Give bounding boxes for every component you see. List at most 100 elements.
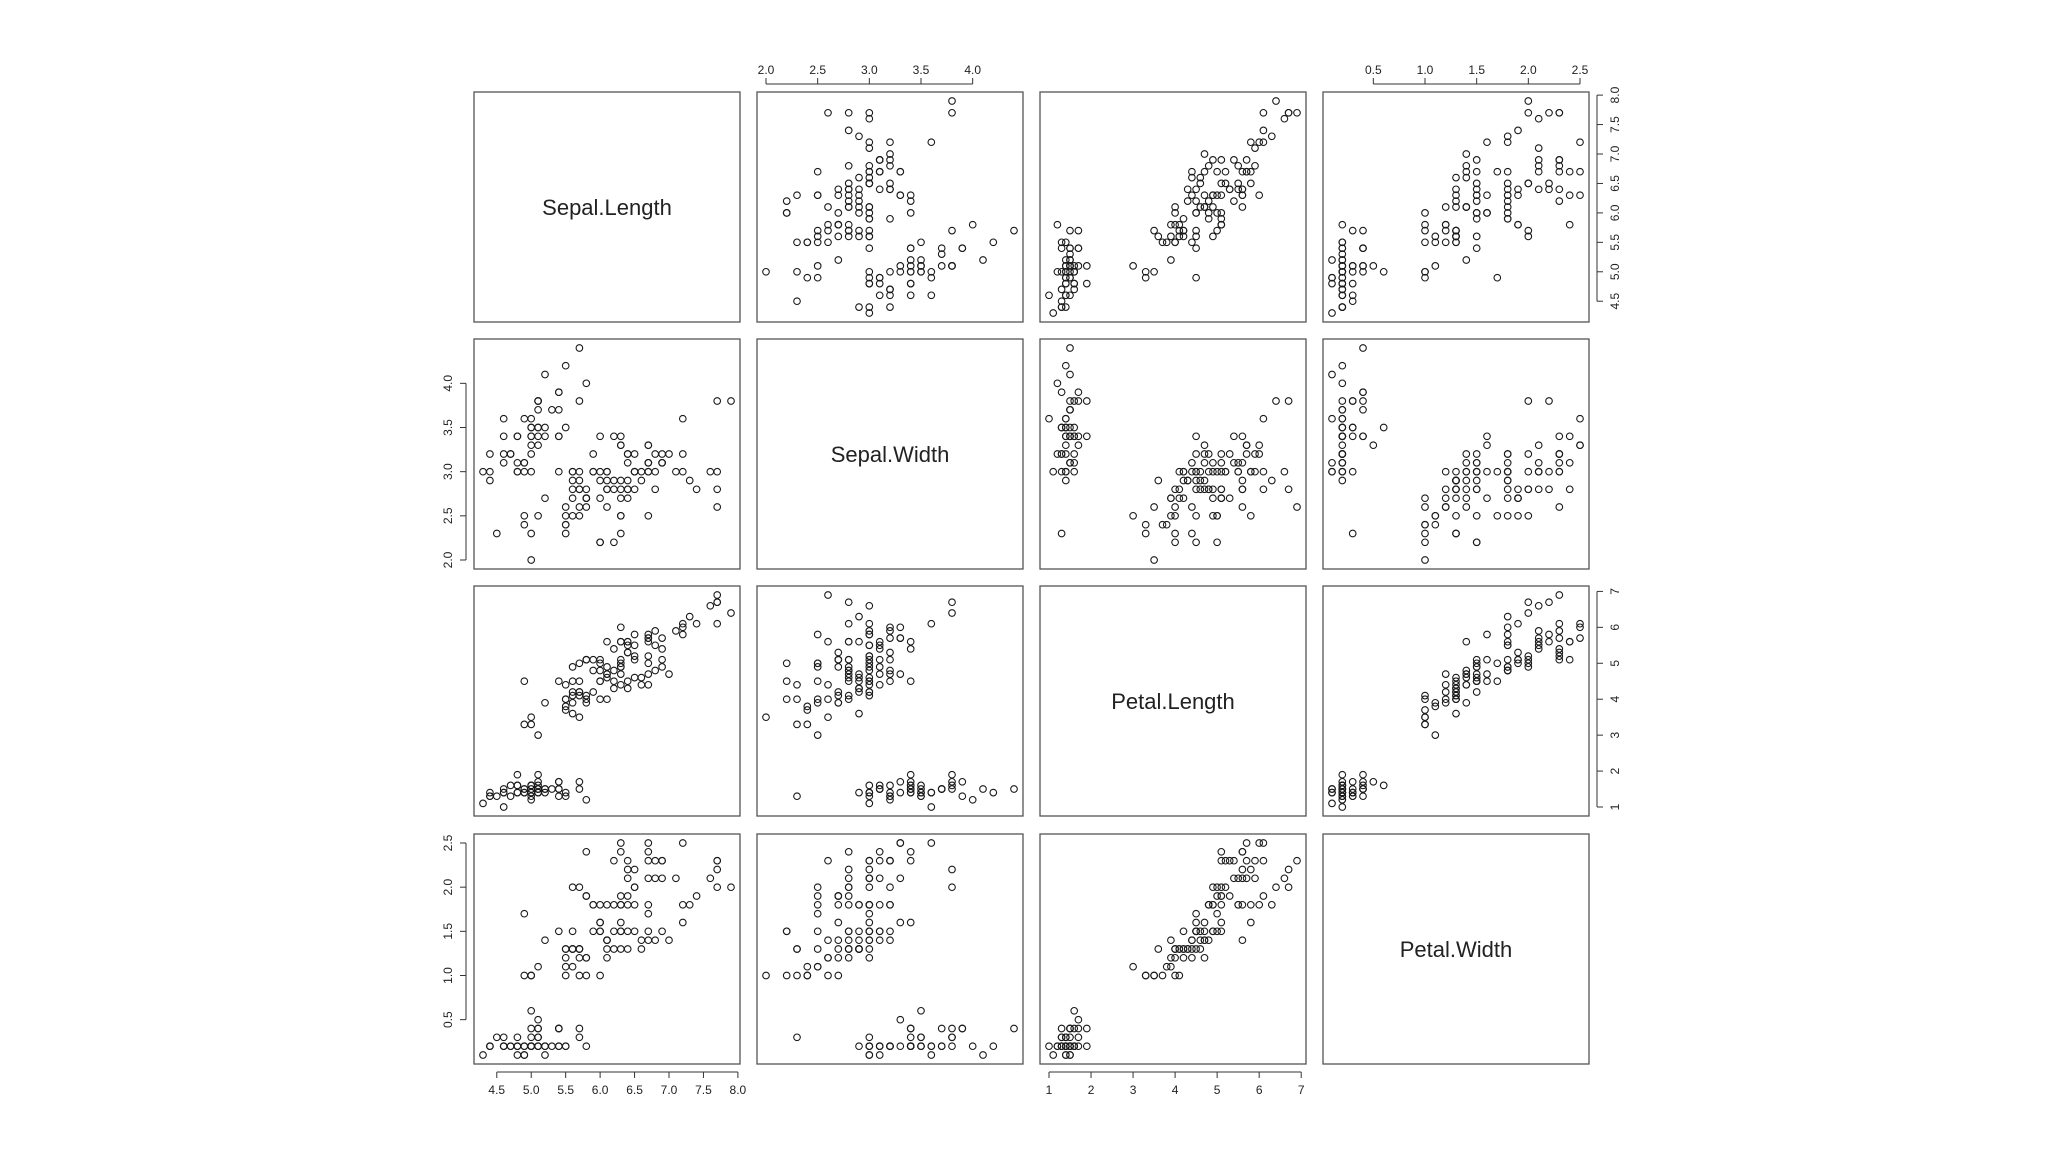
data-point: [1328, 788, 1336, 797]
data-point: [658, 856, 666, 865]
tick-label: 5: [1214, 1083, 1221, 1097]
data-point: [1452, 673, 1460, 682]
data-point: [651, 467, 660, 476]
data-point: [554, 777, 563, 786]
data-point: [844, 197, 853, 205]
data-point: [1221, 856, 1230, 865]
data-point: [651, 641, 660, 650]
data-point: [678, 630, 687, 639]
data-point: [855, 303, 863, 311]
tick-label: 6.5: [1608, 175, 1622, 192]
data-point: [623, 458, 632, 467]
data-point: [1472, 673, 1481, 682]
points-sepal-length-vs-sepal-width: [762, 97, 1018, 317]
data-point: [855, 185, 863, 194]
data-point: [644, 458, 653, 467]
data-point: [603, 663, 611, 671]
data-point: [1175, 485, 1184, 494]
data-point: [875, 874, 884, 883]
data-point: [1431, 731, 1440, 739]
data-point: [603, 485, 611, 494]
data-point: [610, 485, 618, 494]
data-point: [886, 267, 894, 276]
data-point: [1179, 476, 1188, 485]
data-point: [1175, 220, 1184, 229]
data-point: [1196, 485, 1205, 494]
data-point: [630, 641, 639, 650]
data-point: [1061, 303, 1070, 311]
data-point: [596, 918, 604, 927]
data-point: [1483, 441, 1491, 450]
tick-label: 2.5: [1572, 63, 1589, 77]
data-point: [824, 637, 832, 646]
data-point: [1255, 450, 1264, 458]
data-point: [834, 648, 843, 657]
data-point: [1061, 441, 1070, 450]
data-point: [1348, 788, 1357, 797]
data-point: [1057, 1042, 1066, 1051]
data-point: [1196, 467, 1205, 476]
data-point: [865, 167, 874, 176]
data-point: [834, 655, 843, 664]
data-point: [1242, 441, 1251, 450]
data-point: [1555, 458, 1564, 467]
data-point: [1514, 126, 1522, 135]
data-point: [554, 927, 563, 936]
data-point: [1452, 494, 1460, 503]
data-point: [1200, 936, 1209, 945]
data-point: [561, 706, 570, 714]
data-point: [1503, 663, 1512, 671]
data-point: [958, 777, 967, 786]
data-point: [1452, 238, 1460, 247]
data-point: [1070, 458, 1079, 467]
data-point: [561, 503, 570, 511]
data-point: [844, 874, 853, 883]
data-point: [875, 156, 884, 164]
data-point: [1338, 458, 1347, 467]
data-point: [651, 627, 660, 635]
data-point: [1158, 520, 1167, 529]
data-point: [865, 601, 874, 610]
data-point: [610, 900, 618, 909]
data-point: [644, 630, 653, 639]
data-point: [875, 680, 884, 689]
data-point: [865, 244, 874, 253]
data-point: [1217, 214, 1226, 223]
data-point: [1066, 405, 1074, 414]
variable-label-petal-width: Petal.Width: [1400, 937, 1513, 962]
data-point: [1493, 467, 1502, 476]
data-point: [1238, 476, 1247, 485]
data-point: [1452, 173, 1460, 182]
data-point: [1565, 167, 1574, 176]
data-point: [927, 291, 936, 300]
panel-sepal-length-vs-sepal-width: [756, 91, 1024, 323]
data-point: [534, 397, 542, 405]
data-point: [875, 781, 884, 790]
data-point: [1338, 250, 1347, 258]
data-point: [1251, 144, 1259, 152]
points-petal-width-vs-petal-length: [1045, 839, 1301, 1059]
data-point: [1503, 179, 1512, 188]
data-point: [1338, 220, 1347, 229]
data-point: [844, 953, 853, 962]
data-point: [637, 467, 646, 476]
data-point: [527, 556, 536, 564]
data-point: [541, 936, 549, 945]
data-point: [520, 467, 529, 476]
data-point: [834, 191, 843, 200]
data-point: [1259, 108, 1268, 117]
data-point: [1359, 344, 1367, 352]
data-point: [1503, 191, 1512, 200]
data-point: [844, 663, 853, 671]
data-point: [793, 695, 801, 704]
data-point: [1171, 209, 1179, 217]
data-point: [927, 803, 936, 811]
data-point: [1359, 388, 1367, 397]
data-point: [513, 458, 522, 467]
data-point: [486, 450, 494, 458]
data-point: [1524, 609, 1533, 617]
data-point: [906, 209, 915, 217]
data-point: [651, 874, 660, 883]
data-point: [1348, 423, 1357, 432]
data-point: [875, 637, 884, 646]
